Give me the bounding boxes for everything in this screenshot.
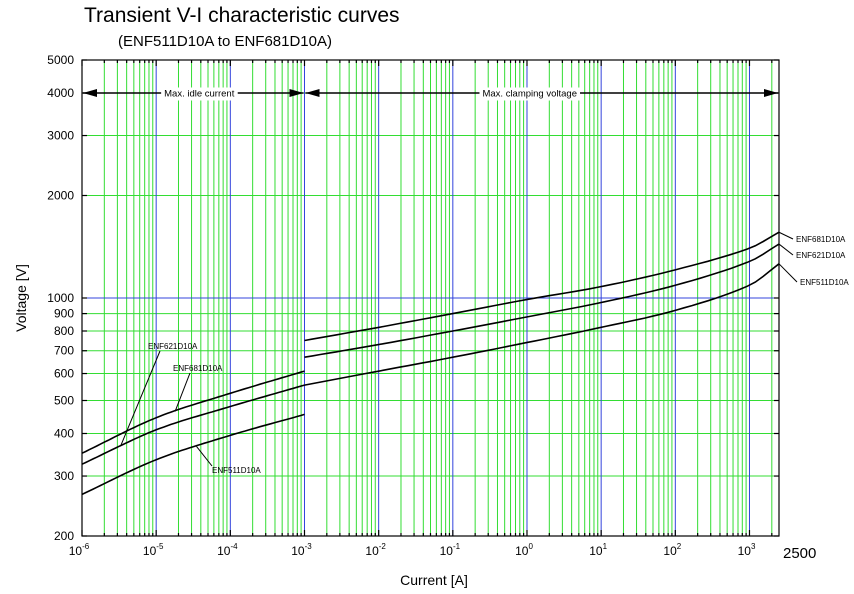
- chart-title: Transient V-I characteristic curves: [84, 4, 400, 27]
- y-tick-label: 4000: [47, 86, 74, 100]
- x-tick-label: 101: [589, 542, 607, 558]
- x-tick-label: 10-4: [217, 542, 238, 558]
- annotation-label-bg: [479, 87, 581, 101]
- arrow-head: [764, 88, 778, 97]
- series-leader: [778, 243, 794, 256]
- arrow-head: [305, 88, 320, 97]
- series-line-clamp: [304, 231, 779, 342]
- series-line-idle: [82, 413, 305, 496]
- series-line-idle: [82, 370, 305, 454]
- y-tick-label: 500: [54, 394, 74, 408]
- y-tick-label: 3000: [47, 129, 74, 143]
- x-tick-label: 10-1: [440, 542, 461, 558]
- x-tick-label-2500: 2500: [783, 545, 816, 562]
- x-tick-label: 10-5: [143, 542, 164, 558]
- series-line-clamp: [304, 243, 779, 358]
- x-tick-label: 10-2: [365, 542, 386, 558]
- y-tick-label: 800: [54, 324, 74, 338]
- y-axis-label: Voltage [V]: [13, 264, 29, 332]
- y-tick-label: 1000: [47, 291, 74, 305]
- y-tick-label: 300: [54, 469, 74, 483]
- annotation-label: Max. clamping voltage: [482, 88, 577, 99]
- x-tick-label: 10-3: [291, 542, 312, 558]
- y-tick-label: 900: [54, 307, 74, 321]
- x-axis-label: Current [A]: [400, 572, 468, 588]
- y-tick-label: 5000: [47, 53, 74, 67]
- x-tick-label: 100: [515, 542, 533, 558]
- chart-subtitle: (ENF511D10A to ENF681D10A): [118, 33, 332, 50]
- arrow-head: [83, 88, 97, 97]
- x-tick-label: 102: [663, 542, 681, 558]
- series-label: ENF621D10A: [148, 342, 198, 351]
- series-label: ENF511D10A: [212, 466, 261, 475]
- series-label: ENF681D10A: [796, 235, 846, 244]
- series-label: ENF621D10A: [796, 251, 846, 260]
- series-leader: [196, 446, 213, 467]
- series-label: ENF681D10A: [173, 364, 223, 373]
- series-line-idle: [82, 384, 305, 465]
- series-label: ENF511D10A: [800, 278, 849, 287]
- y-tick-label: 400: [54, 426, 74, 440]
- annotation-label: Max. idle current: [164, 88, 235, 99]
- series-leader: [119, 350, 161, 447]
- series-line-clamp: [304, 263, 779, 386]
- annotation-label-bg: [161, 87, 238, 101]
- series-leader: [778, 231, 794, 240]
- y-tick-label: 2000: [47, 188, 74, 202]
- x-tick-label: 103: [738, 542, 756, 558]
- arrow-head: [289, 88, 304, 97]
- series-leader: [778, 263, 798, 283]
- y-tick-label: 600: [54, 367, 74, 381]
- y-tick-label: 700: [54, 344, 74, 358]
- x-tick-label: 10-6: [69, 542, 90, 558]
- y-tick-label: 200: [54, 529, 74, 543]
- series-leader: [174, 372, 191, 412]
